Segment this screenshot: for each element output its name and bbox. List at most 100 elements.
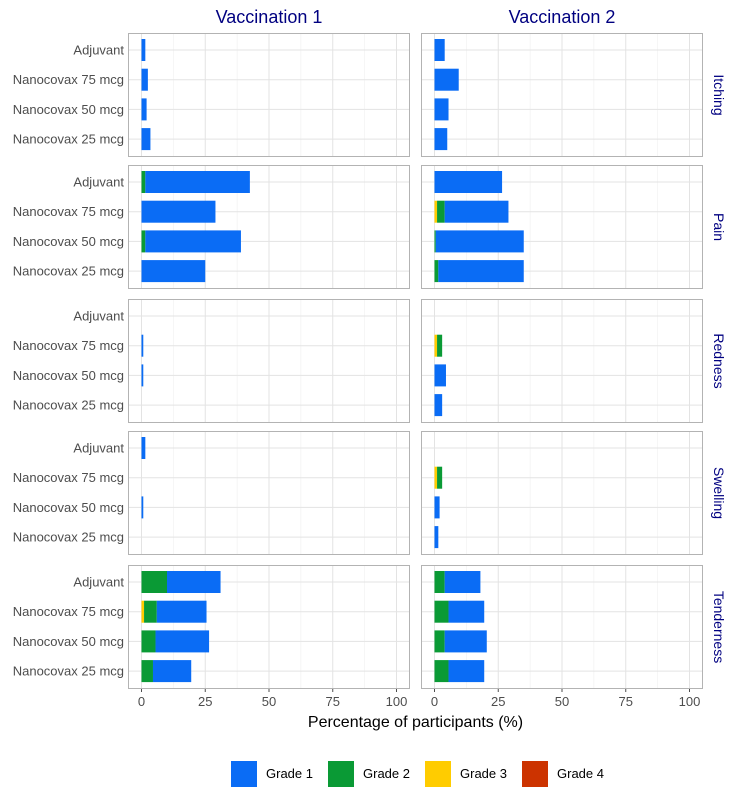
category-label-nanocovax-25-mcg: Nanocovax 25 mcg: [13, 398, 124, 413]
bar-vaccination-2-pain-nanocovax-50-mcg-grade-2: [434, 230, 436, 253]
legend-swatch-grade-3: [425, 761, 451, 787]
legend-swatch-grade-4: [522, 761, 548, 787]
bar-vaccination-1-redness-nanocovax-75-mcg-grade-1: [141, 334, 144, 357]
category-label-nanocovax-25-mcg: Nanocovax 25 mcg: [13, 132, 124, 147]
row-strip-label-pain: Pain: [711, 213, 727, 241]
legend-swatch-grade-2: [328, 761, 354, 787]
category-label-nanocovax-50-mcg: Nanocovax 50 mcg: [13, 102, 124, 117]
bar-vaccination-1-redness-nanocovax-50-mcg-grade-1: [141, 364, 144, 387]
bar-vaccination-2-tenderness-adjuvant-grade-1: [444, 571, 481, 593]
bar-vaccination-1-pain-adjuvant-grade-2: [141, 171, 146, 193]
panel-border: [128, 565, 410, 689]
bar-vaccination-2-swelling-nanocovax-25-mcg-grade-1: [434, 526, 439, 549]
bar-vaccination-1-pain-nanocovax-75-mcg-grade-1: [141, 200, 216, 223]
legend-label-grade-4: Grade 4: [557, 766, 604, 781]
bar-vaccination-2-pain-nanocovax-50-mcg-grade-1: [435, 230, 524, 253]
bar-vaccination-1-tenderness-nanocovax-75-mcg-grade-3: [141, 600, 145, 623]
panel-border: [421, 299, 703, 423]
bar-vaccination-1-tenderness-nanocovax-75-mcg-grade-2: [144, 600, 157, 623]
row-strip-label-redness: Redness: [711, 333, 727, 388]
category-label-nanocovax-75-mcg: Nanocovax 75 mcg: [13, 204, 124, 219]
legend-label-grade-1: Grade 1: [266, 766, 313, 781]
bar-vaccination-2-tenderness-adjuvant-grade-2: [434, 571, 445, 593]
bar-vaccination-1-pain-adjuvant-grade-1: [145, 171, 250, 193]
bar-vaccination-2-itching-nanocovax-25-mcg-grade-1: [434, 128, 448, 151]
category-label-adjuvant: Adjuvant: [73, 575, 124, 590]
bar-vaccination-1-itching-nanocovax-75-mcg-grade-1: [141, 68, 148, 91]
bar-vaccination-1-tenderness-nanocovax-50-mcg-grade-2: [141, 630, 156, 653]
row-strip-label-itching: Itching: [711, 74, 727, 115]
panel-border: [421, 565, 703, 689]
category-label-nanocovax-50-mcg: Nanocovax 50 mcg: [13, 234, 124, 249]
row-strip-label-swelling: Swelling: [711, 467, 727, 519]
category-label-nanocovax-25-mcg: Nanocovax 25 mcg: [13, 664, 124, 679]
panel-border: [421, 165, 703, 289]
bar-vaccination-2-swelling-nanocovax-75-mcg-grade-3: [434, 466, 438, 489]
bar-vaccination-2-tenderness-nanocovax-75-mcg-grade-2: [434, 600, 449, 623]
bar-vaccination-2-tenderness-nanocovax-25-mcg-grade-1: [448, 660, 485, 683]
bar-vaccination-2-tenderness-nanocovax-25-mcg-grade-2: [434, 660, 449, 683]
bar-vaccination-2-tenderness-nanocovax-50-mcg-grade-2: [434, 630, 445, 653]
bar-vaccination-1-pain-nanocovax-50-mcg-grade-2: [141, 230, 146, 253]
x-tick-label: 25: [198, 694, 212, 709]
panel-border: [128, 299, 410, 423]
category-label-nanocovax-50-mcg: Nanocovax 50 mcg: [13, 634, 124, 649]
bar-vaccination-1-pain-nanocovax-25-mcg-grade-1: [141, 260, 206, 283]
panel-border: [128, 165, 410, 289]
bar-vaccination-1-itching-nanocovax-25-mcg-grade-1: [141, 128, 151, 151]
category-label-nanocovax-25-mcg: Nanocovax 25 mcg: [13, 530, 124, 545]
bar-vaccination-1-pain-nanocovax-50-mcg-grade-1: [145, 230, 241, 253]
x-tick-label: 75: [619, 694, 633, 709]
bar-vaccination-2-itching-adjuvant-grade-1: [434, 39, 445, 61]
bar-vaccination-1-tenderness-nanocovax-50-mcg-grade-1: [155, 630, 210, 653]
row-strip-label-tenderness: Tenderness: [711, 591, 727, 663]
legend-swatch-grade-1: [231, 761, 257, 787]
category-label-nanocovax-25-mcg: Nanocovax 25 mcg: [13, 264, 124, 279]
category-label-nanocovax-75-mcg: Nanocovax 75 mcg: [13, 338, 124, 353]
category-label-nanocovax-50-mcg: Nanocovax 50 mcg: [13, 500, 124, 515]
x-tick-label: 0: [138, 694, 145, 709]
category-label-adjuvant: Adjuvant: [73, 441, 124, 456]
bar-vaccination-2-pain-nanocovax-75-mcg-grade-3: [434, 200, 438, 223]
bar-vaccination-2-pain-adjuvant-grade-1: [434, 171, 503, 193]
bar-vaccination-1-tenderness-nanocovax-75-mcg-grade-1: [156, 600, 207, 623]
bar-vaccination-1-tenderness-adjuvant-grade-2: [141, 571, 167, 593]
category-label-adjuvant: Adjuvant: [73, 309, 124, 324]
category-label-adjuvant: Adjuvant: [73, 175, 124, 190]
bar-vaccination-2-redness-nanocovax-50-mcg-grade-1: [434, 364, 446, 387]
x-tick-label: 100: [679, 694, 701, 709]
category-label-nanocovax-75-mcg: Nanocovax 75 mcg: [13, 604, 124, 619]
column-title-vaccination-1: Vaccination 1: [216, 7, 323, 27]
bar-vaccination-2-tenderness-nanocovax-50-mcg-grade-1: [444, 630, 487, 653]
panel-border: [128, 431, 410, 555]
x-tick-label: 25: [491, 694, 505, 709]
bar-vaccination-2-itching-nanocovax-75-mcg-grade-1: [434, 68, 459, 91]
bar-vaccination-2-pain-nanocovax-75-mcg-grade-1: [444, 200, 509, 223]
bar-vaccination-2-redness-nanocovax-75-mcg-grade-3: [434, 334, 438, 357]
x-tick-label: 0: [431, 694, 438, 709]
x-tick-label: 50: [262, 694, 276, 709]
panel-border: [128, 33, 410, 157]
bar-vaccination-2-redness-nanocovax-25-mcg-grade-1: [434, 394, 443, 417]
bar-vaccination-1-itching-nanocovax-50-mcg-grade-1: [141, 98, 147, 121]
bar-vaccination-1-itching-adjuvant-grade-1: [141, 39, 146, 61]
bar-vaccination-2-pain-nanocovax-25-mcg-grade-2: [434, 260, 439, 283]
x-tick-label: 100: [386, 694, 408, 709]
panel-border: [421, 33, 703, 157]
column-title-vaccination-2: Vaccination 2: [509, 7, 616, 27]
bar-vaccination-2-tenderness-nanocovax-75-mcg-grade-1: [448, 600, 485, 623]
bar-vaccination-2-swelling-nanocovax-75-mcg-grade-2: [437, 466, 443, 489]
bar-vaccination-2-redness-nanocovax-75-mcg-grade-2: [437, 334, 443, 357]
bar-vaccination-1-swelling-adjuvant-grade-1: [141, 437, 146, 459]
x-tick-label: 50: [555, 694, 569, 709]
category-label-nanocovax-50-mcg: Nanocovax 50 mcg: [13, 368, 124, 383]
legend-label-grade-3: Grade 3: [460, 766, 507, 781]
bar-vaccination-2-pain-nanocovax-25-mcg-grade-1: [438, 260, 524, 283]
bar-vaccination-1-swelling-nanocovax-50-mcg-grade-1: [141, 496, 144, 519]
x-tick-label: 75: [326, 694, 340, 709]
category-label-adjuvant: Adjuvant: [73, 43, 124, 58]
panel-border: [421, 431, 703, 555]
x-axis-title: Percentage of participants (%): [308, 714, 523, 731]
category-label-nanocovax-75-mcg: Nanocovax 75 mcg: [13, 72, 124, 87]
